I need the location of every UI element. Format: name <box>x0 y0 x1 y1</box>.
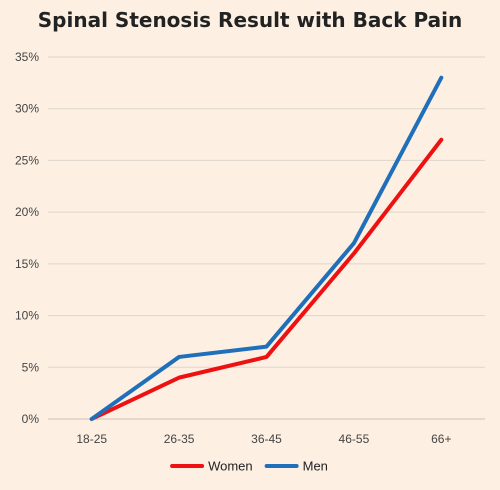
series-line-men <box>89 75 444 421</box>
y-tick-label: 5% <box>22 360 40 374</box>
y-axis-tick-labels: 0% 5% 10% 15% 20% 25% 30% 35% <box>15 50 39 426</box>
x-axis-tick-labels: 18-25 26-35 36-45 46-55 66+ <box>76 432 451 446</box>
legend-label-women: Women <box>208 459 253 474</box>
y-tick-label: 20% <box>15 205 39 219</box>
chart-title: Spinal Stenosis Result with Back Pain <box>37 8 463 32</box>
legend: Women Men <box>170 459 328 474</box>
series-lines <box>89 75 444 421</box>
y-tick-label: 35% <box>15 50 39 64</box>
x-tick-label: 26-35 <box>164 432 195 446</box>
grid-lines <box>48 56 485 420</box>
x-tick-label: 46-55 <box>339 432 370 446</box>
y-tick-label: 0% <box>22 412 40 426</box>
x-tick-label: 66+ <box>431 432 451 446</box>
y-tick-label: 25% <box>15 153 39 167</box>
y-tick-label: 30% <box>15 102 39 116</box>
y-tick-label: 10% <box>15 309 39 323</box>
y-tick-label: 15% <box>15 257 39 271</box>
x-tick-label: 36-45 <box>251 432 282 446</box>
series-line-women <box>89 137 444 421</box>
x-tick-label: 18-25 <box>76 432 107 446</box>
legend-label-men: Men <box>303 459 328 474</box>
